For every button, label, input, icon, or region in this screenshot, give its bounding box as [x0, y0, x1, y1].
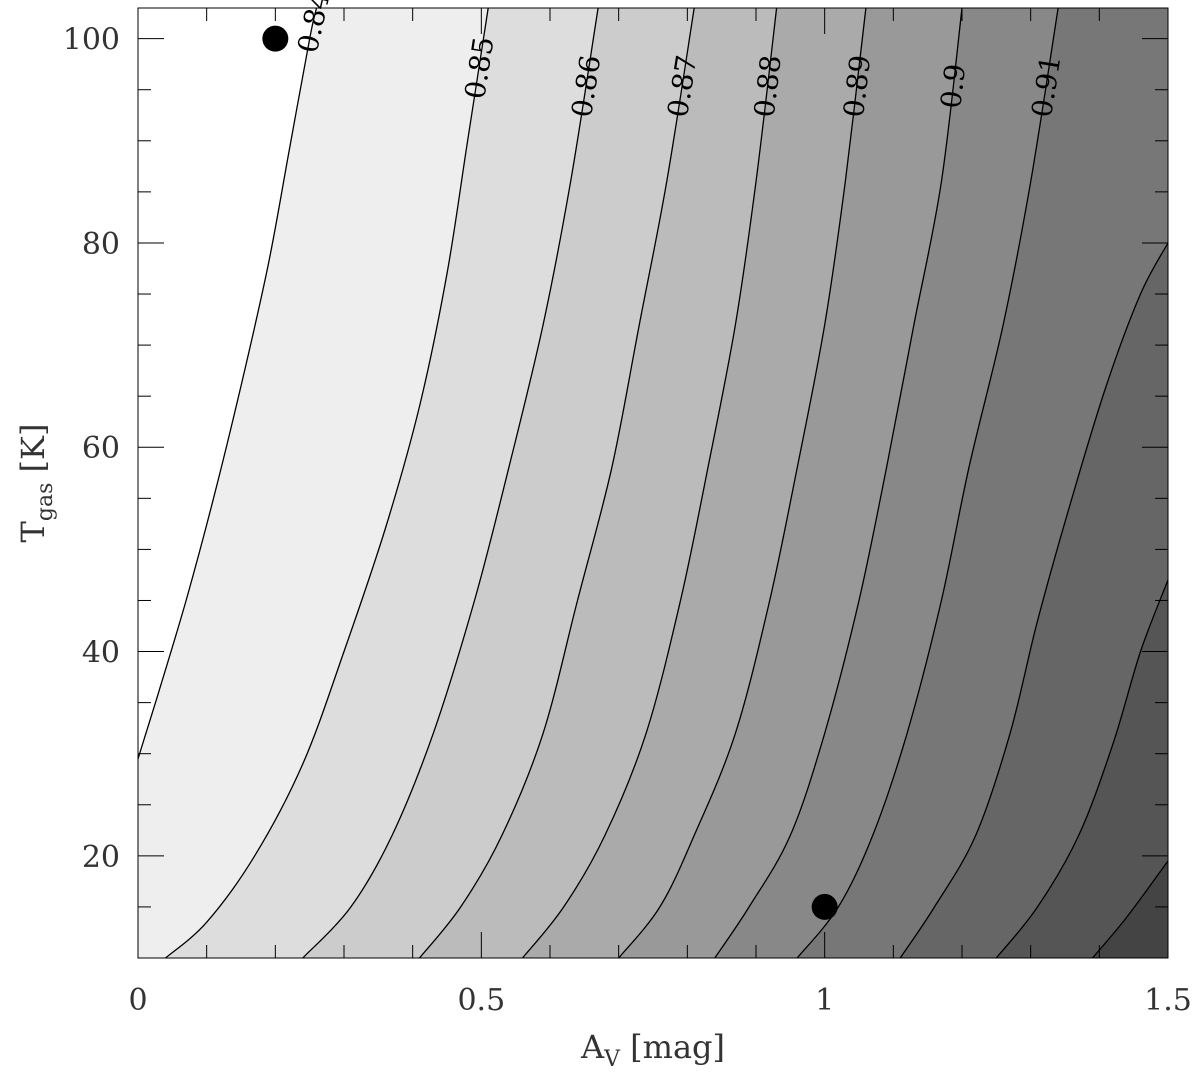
contour-line-0.93 — [995, 579, 1169, 959]
x-tick-label: 0.5 — [457, 983, 505, 1018]
contour-label-0.88: 0.88 — [748, 53, 788, 119]
contour-label-0.9: 0.9 — [934, 62, 972, 110]
marker-point-1 — [262, 25, 289, 52]
y-tick-label: 100 — [63, 23, 120, 58]
y-tick-label: 20 — [82, 840, 120, 875]
x-tick-label: 1.5 — [1144, 983, 1192, 1018]
contour-line-0.9 — [714, 7, 963, 959]
contour-line-0.89 — [618, 7, 867, 959]
plot-frame — [137, 7, 1169, 959]
x-axis-title-sub: V — [603, 1047, 621, 1072]
y-axis-title: Tgas [K] — [14, 424, 58, 543]
y-tick-label: 80 — [82, 227, 120, 262]
contour-label-0.89: 0.89 — [837, 53, 877, 119]
x-axis-title: AV [mag] — [580, 1028, 725, 1072]
marker-point-2 — [811, 893, 838, 920]
contour-label-group-0.88: 0.88 — [748, 53, 788, 119]
contour-line-0.91 — [796, 7, 1059, 959]
contour-fill-0.94 — [1092, 861, 1168, 958]
contour-line-0.88 — [521, 7, 778, 959]
y-axis-title-main: T — [14, 520, 52, 542]
contour-fills — [138, 8, 1168, 958]
y-axis-title-sub: gas — [33, 483, 58, 522]
contour-label-group-0.9: 0.9 — [934, 62, 972, 110]
y-tick-label: 60 — [82, 431, 120, 466]
x-axis-title-main: A — [580, 1028, 605, 1066]
contour-line-0.84 — [137, 7, 318, 759]
contour-line-0.92 — [899, 242, 1169, 959]
y-tick-label: 40 — [82, 636, 120, 671]
contour-lines — [137, 7, 1169, 959]
tick-labels: 0 0.5 1 1.5 20 40 60 80 100 — [63, 23, 1192, 1018]
contour-labels: 0.840.85 0.86 0.87 0.88 0.89 0.9 0.91 — [291, 0, 1067, 120]
y-axis-title-unit: [K] — [14, 424, 52, 483]
x-tick-label: 1 — [815, 983, 834, 1018]
contour-line-0.86 — [302, 7, 599, 959]
x-axis-title-unit: [mag] — [620, 1028, 725, 1066]
x-tick-label: 0 — [128, 983, 147, 1018]
contour-fill-0.93 — [996, 580, 1168, 958]
contour-label-group-0.89: 0.89 — [837, 53, 877, 119]
contour-line-0.94 — [1092, 860, 1169, 959]
contour-line-0.87 — [418, 7, 695, 959]
contour-line-0.85 — [165, 7, 489, 959]
marker-points — [262, 25, 838, 920]
